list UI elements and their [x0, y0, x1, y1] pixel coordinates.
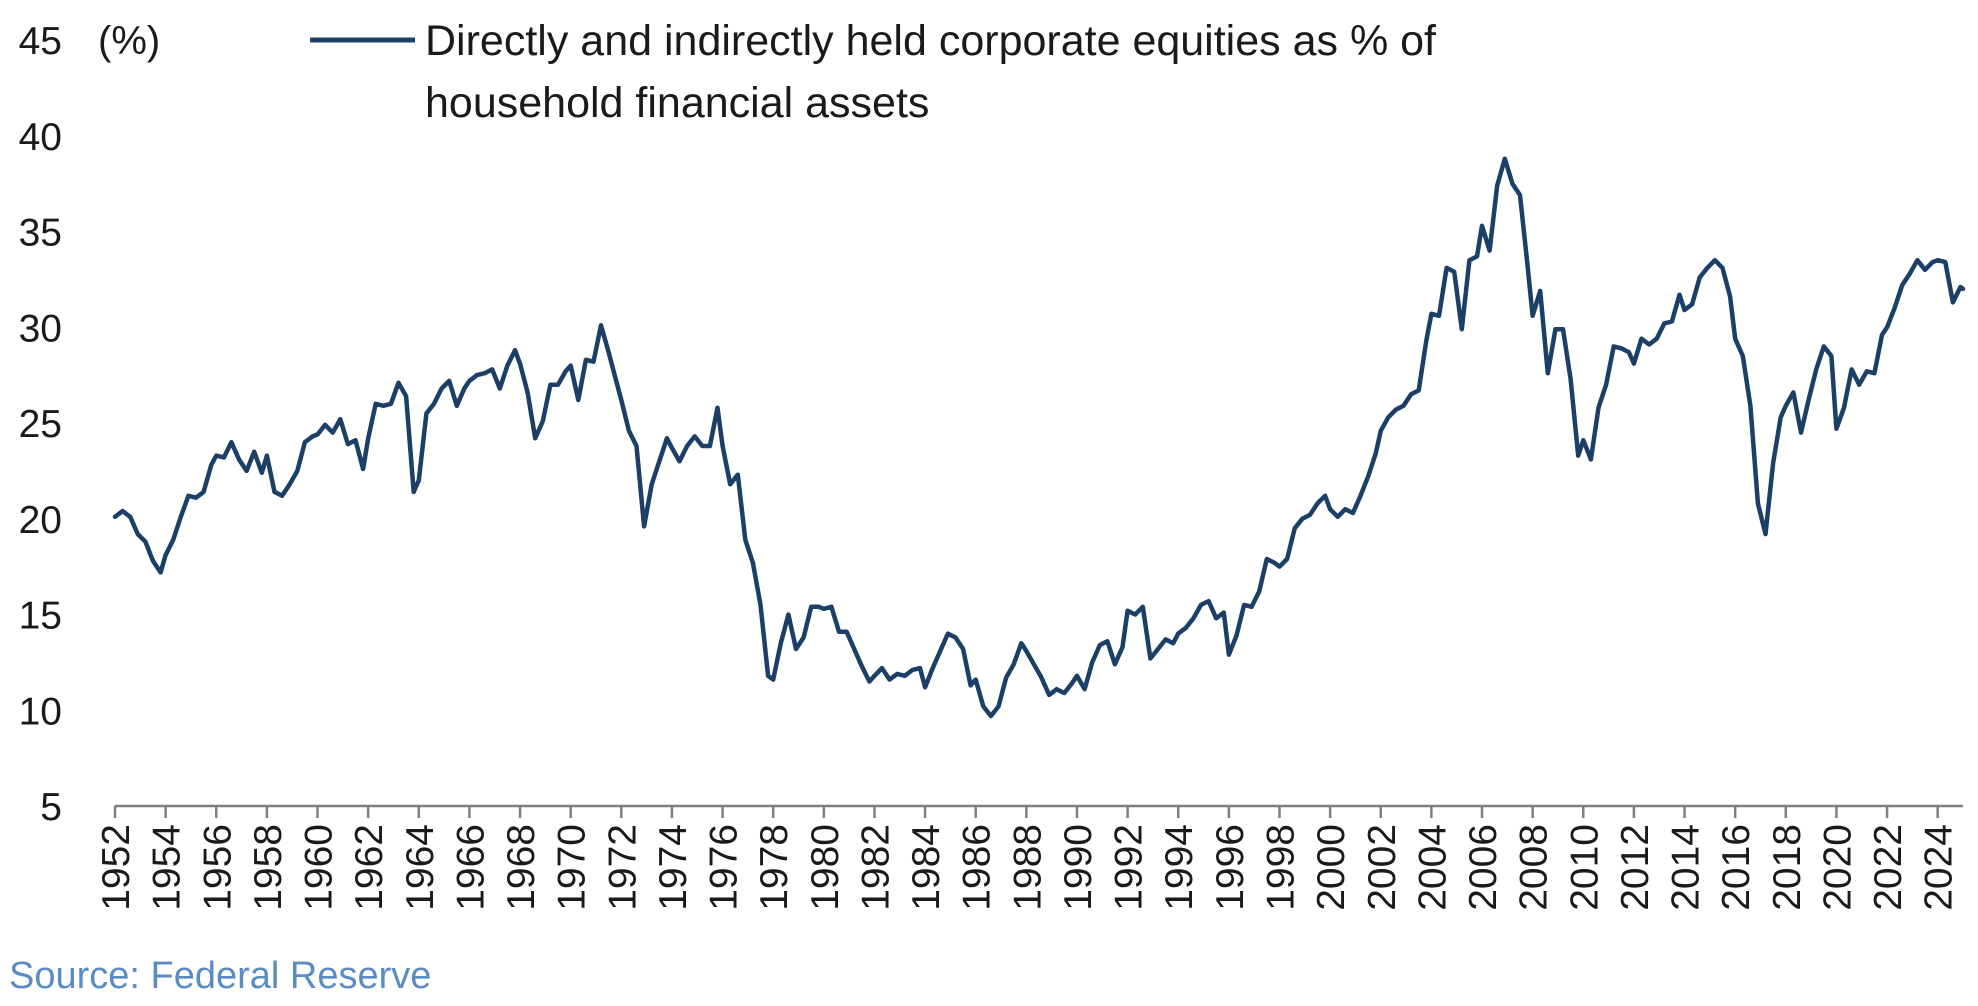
- x-tick-label: 1972: [601, 824, 644, 911]
- x-tick-label: 1962: [348, 824, 391, 911]
- y-tick-label: 10: [19, 690, 62, 733]
- x-tick-label: 2000: [1310, 824, 1353, 911]
- x-tick-label: 1976: [703, 824, 746, 911]
- y-tick-label: 20: [19, 499, 62, 542]
- x-tick-label: 1998: [1259, 824, 1302, 911]
- y-tick-label: 40: [19, 116, 62, 159]
- x-tick-label: 1994: [1158, 824, 1201, 911]
- x-tick-label: 2012: [1614, 824, 1657, 911]
- x-tick-label: 2014: [1665, 824, 1708, 911]
- x-tick-label: 1982: [854, 824, 897, 911]
- x-tick-label: 2008: [1513, 824, 1556, 911]
- legend-label-line-2: household financial assets: [425, 79, 929, 127]
- y-axis-unit-label: (%): [98, 19, 160, 63]
- x-tick-label: 1966: [449, 824, 492, 911]
- x-tick-label: 1970: [551, 824, 594, 911]
- x-tick-label: 1990: [1057, 824, 1100, 911]
- y-tick-label: 35: [19, 212, 62, 255]
- source-note: Source: Federal Reserve: [9, 955, 432, 997]
- x-tick-label: 1974: [652, 824, 695, 911]
- x-tick-label: 1956: [196, 824, 239, 911]
- x-tick-label: 2024: [1918, 824, 1961, 911]
- legend-label-line-1: Directly and indirectly held corporate e…: [425, 17, 1437, 65]
- x-tick-label: 2022: [1867, 824, 1910, 911]
- x-tick-label: 1996: [1209, 824, 1252, 911]
- x-tick-label: 1968: [500, 824, 543, 911]
- legend: Directly and indirectly held corporate e…: [310, 17, 1437, 127]
- x-tick-label: 1954: [146, 824, 189, 911]
- x-axis-tick-labels: 1952 1954 1956 1958 1960 1962 1964 1966 1968 1970…: [95, 824, 1961, 911]
- x-tick-label: 1988: [1006, 824, 1049, 911]
- x-tick-label: 2004: [1411, 824, 1454, 911]
- y-tick-label: 45: [19, 20, 62, 63]
- series-line: [112, 156, 1966, 719]
- x-tick-label: 1980: [804, 824, 847, 911]
- x-tick-label: 1992: [1108, 824, 1151, 911]
- x-tick-label: 2010: [1563, 824, 1606, 911]
- y-axis-tick-labels: 5 10 15 20 25 30 35 40 45: [19, 20, 62, 829]
- y-tick-label: 15: [19, 595, 62, 638]
- y-tick-label: 5: [40, 786, 62, 829]
- x-axis-tick-marks: [113, 806, 1939, 818]
- x-tick-label: 1952: [95, 824, 138, 911]
- y-tick-label: 30: [19, 307, 62, 350]
- y-tick-label: 25: [19, 403, 62, 446]
- x-tick-label: 1984: [905, 824, 948, 911]
- x-tick-label: 1986: [956, 824, 999, 911]
- x-tick-label: 1978: [753, 824, 796, 911]
- x-tick-label: 2016: [1715, 824, 1758, 911]
- x-tick-label: 1958: [247, 824, 290, 911]
- x-tick-label: 2006: [1462, 824, 1505, 911]
- series-lines: [112, 156, 1966, 719]
- x-tick-label: 2020: [1816, 824, 1859, 911]
- x-tick-label: 1960: [298, 824, 341, 911]
- x-tick-label: 2018: [1766, 824, 1809, 911]
- x-tick-label: 2002: [1361, 824, 1404, 911]
- x-tick-label: 1964: [399, 824, 442, 911]
